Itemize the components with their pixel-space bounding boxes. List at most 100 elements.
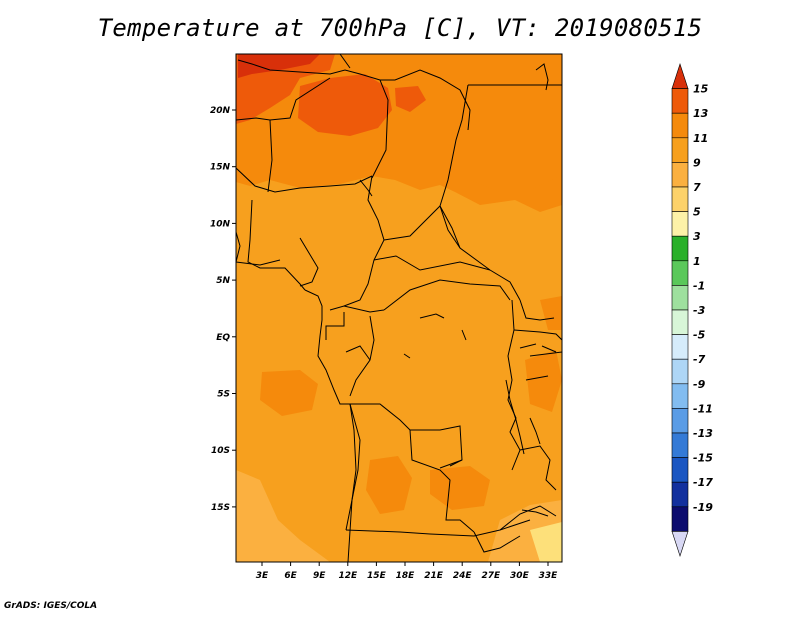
border-line <box>299 237 319 287</box>
coastline <box>347 403 361 562</box>
colorbar-segment <box>671 408 689 434</box>
lat-tick-label: EQ <box>216 333 230 343</box>
colorbar-label: -3 <box>693 304 706 317</box>
lake-outline <box>505 379 525 455</box>
lat-tick-label: 20N <box>210 106 231 116</box>
lat-tick-label: 15S <box>211 503 230 513</box>
colorbar-segment <box>671 260 689 286</box>
colorbar-label: 7 <box>693 181 701 194</box>
border-line <box>473 531 521 553</box>
border-line <box>371 79 389 179</box>
border-line <box>409 429 475 533</box>
lon-tick-label: 12E <box>338 571 358 581</box>
lon-tick-label: 24E <box>453 571 473 581</box>
colorbar-label: 1 <box>693 255 701 268</box>
field-central-warm-2 <box>366 456 412 514</box>
colorbar-label: 3 <box>693 230 701 243</box>
country-borders <box>236 54 562 562</box>
lon-tick-label: 15E <box>367 571 387 581</box>
chart-title: Temperature at 700hPa [C], VT: 201908051… <box>97 14 703 42</box>
colorbar-segment <box>671 358 689 385</box>
lat-tick-label: 15N <box>210 163 231 173</box>
border-line <box>373 255 491 271</box>
border-line <box>345 519 531 537</box>
field-central-warm-3 <box>430 466 490 510</box>
colorbar-label: -15 <box>693 452 713 465</box>
lake-outline <box>529 417 541 445</box>
map-frame <box>235 53 563 563</box>
border-line <box>513 329 562 341</box>
field-north-hot-3 <box>395 86 426 112</box>
lon-tick-label: 18E <box>396 571 416 581</box>
lon-tick-label: 21E <box>424 571 444 581</box>
lat-tick-label: 10N <box>210 219 231 229</box>
colorbar-label: -1 <box>693 279 705 292</box>
border-line <box>350 403 463 467</box>
colorbar-segment <box>671 383 689 409</box>
border-line <box>507 299 521 471</box>
colorbar-label: 9 <box>693 156 701 169</box>
border-line <box>439 459 463 469</box>
colorbar-segment <box>671 235 689 262</box>
colorbar-segment <box>671 186 689 212</box>
lat-tick-label: 5N <box>216 276 230 286</box>
border-line <box>236 259 281 266</box>
colorbar-label: -17 <box>693 476 713 489</box>
lon-tick-label: 9E <box>313 571 326 581</box>
border-line <box>329 305 385 313</box>
border-line <box>343 175 385 307</box>
field-north-hot-4 <box>238 54 320 78</box>
colorbar-segment <box>671 432 689 458</box>
longitude-axis: 3E 6E 9E 12E 15E 18E 21E 24E 27E 30E 33E <box>256 562 558 581</box>
border-line <box>236 167 373 193</box>
border-line <box>383 205 521 301</box>
colorbar-segment <box>671 531 689 557</box>
field-northeast-warm <box>455 96 562 192</box>
colorbar-segment <box>671 334 689 360</box>
border-line <box>237 59 471 131</box>
border-line <box>247 199 306 291</box>
border-line <box>525 375 549 381</box>
colorbar-label: 5 <box>693 206 701 219</box>
border-line <box>345 403 357 531</box>
colorbar-segment <box>671 211 689 237</box>
border-line <box>439 84 469 249</box>
border-line <box>383 279 511 311</box>
colorbar-segment <box>671 506 689 532</box>
border-line <box>529 351 562 357</box>
border-line <box>519 299 555 321</box>
colorbar-label: 13 <box>693 107 709 120</box>
colorbar-segment <box>671 162 689 188</box>
colorbar-segment <box>671 309 689 335</box>
field-north-hot-2 <box>298 74 392 136</box>
colorbar-label: 15 <box>693 83 709 96</box>
field-central-warm-1 <box>260 370 318 416</box>
border-line <box>339 54 351 69</box>
river-marks <box>403 313 467 359</box>
field-south-cool <box>236 470 330 562</box>
lake-outline <box>519 343 537 349</box>
latitude-axis: 20N 15N 10N 5N EQ 5S 10S 15S <box>210 106 236 513</box>
lon-tick-label: 30E <box>510 571 530 581</box>
colorbar-segment <box>671 285 689 311</box>
colorbar-segment <box>671 457 689 483</box>
coastline <box>535 63 549 91</box>
coastline <box>359 179 373 197</box>
coastline <box>304 289 350 405</box>
grads-credit: GrADS: IGES/COLA <box>4 601 98 611</box>
lat-tick-label: 10S <box>211 446 230 456</box>
border-line <box>499 505 557 531</box>
colorbar: 15 13 11 9 7 5 3 1 -1 -3 -5 -7 -9 -11 -13 -15 -17 -19 <box>671 63 713 557</box>
colorbar-label: -13 <box>693 427 713 440</box>
field-southeast-light <box>530 522 562 562</box>
lat-tick-label: 5S <box>217 390 230 400</box>
colorbar-segment <box>671 63 689 89</box>
colorbar-label: -5 <box>693 329 706 342</box>
colorbar-segment <box>671 112 689 139</box>
colorbar-segment <box>671 137 689 163</box>
field-east-warm <box>525 350 562 412</box>
colorbar-label: -9 <box>693 378 706 391</box>
colorbar-label: -7 <box>693 353 706 366</box>
